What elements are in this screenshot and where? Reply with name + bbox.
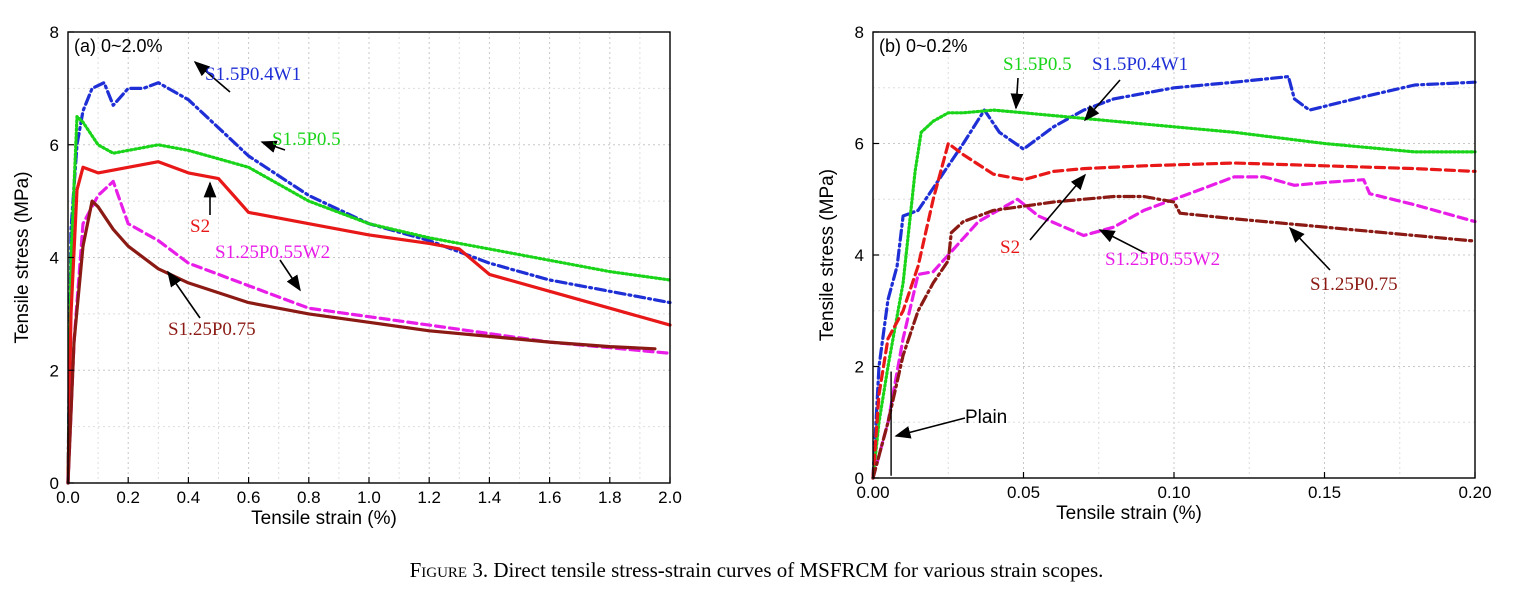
y-axis-title: Tensile stress (MPa)	[817, 169, 838, 341]
series-line-s1-25p0-55w2	[871, 175, 1477, 480]
annotation-s2: S2	[190, 181, 217, 237]
caption-text: Direct tensile stress-strain curves of M…	[493, 558, 1104, 582]
series-line-s1-5p0-4w1	[66, 81, 672, 485]
annotation-arrow	[894, 417, 966, 439]
annotation-label: S1.25P0.55W2	[1105, 249, 1220, 270]
chart-panel-b: 0.00 0.05 0.10 0.15 0.20 0 2 4 6 8 Tensile strain …	[817, 23, 1492, 524]
series-line-s1-25p0-75	[66, 199, 657, 485]
annotation-s1-5p0-4w1: S1.5P0.4W1	[1083, 54, 1188, 122]
annotation-s1-5p0-5: S1.5P0.5	[260, 129, 341, 153]
annotation-arrow	[1288, 226, 1331, 271]
x-tick-label: 0.15	[1308, 483, 1341, 502]
annotation-arrow	[167, 270, 201, 319]
annotation-s1-25p0-55w2: S1.25P0.55W2	[215, 242, 330, 292]
x-tick-label: 1.8	[598, 488, 622, 507]
series-line-s2	[871, 141, 1477, 480]
series-line-s2	[66, 160, 672, 485]
x-tick-label: 0.20	[1458, 483, 1491, 502]
annotation-s1-5p0-4w1: S1.5P0.4W1	[193, 60, 301, 93]
annotation-arrow	[279, 259, 301, 292]
annotation-arrow	[193, 60, 231, 93]
series-line-s1-5p0-4w1	[871, 75, 1477, 480]
x-axis-title: Tensile strain (%)	[1056, 503, 1202, 524]
x-tick-label: 0.6	[237, 488, 261, 507]
x-tick-label: 1.0	[357, 488, 381, 507]
annotation-arrow	[1083, 79, 1121, 122]
annotation-label: S1.5P0.5	[1003, 54, 1072, 75]
x-tick-label: 0.8	[297, 488, 321, 507]
annotation-arrow	[1010, 77, 1024, 110]
series-line-s1-5p0-5	[871, 108, 1477, 480]
annotation-label: S1.25P0.55W2	[215, 242, 330, 263]
annotation-label: S1.5P0.4W1	[205, 64, 301, 85]
annotation-s1-5p0-5: S1.5P0.5	[1003, 54, 1072, 110]
annotation-label: S1.25P0.75	[168, 319, 256, 340]
y-tick-label: 0	[50, 474, 59, 493]
x-tick-label: 0.4	[177, 488, 201, 507]
y-tick-label: 2	[50, 361, 59, 380]
series-line-s1-25p0-75	[871, 194, 1477, 480]
x-tick-label: 1.2	[417, 488, 441, 507]
figure-caption: Figure 3. Direct tensile stress-strain c…	[0, 558, 1513, 583]
x-tick-label: 1.4	[478, 488, 502, 507]
annotation-label: S2	[190, 216, 210, 237]
annotation-s1-25p0-75: S1.25P0.75	[167, 270, 256, 340]
annotation-s1-25p0-55w2: S1.25P0.55W2	[1098, 229, 1220, 270]
annotation-label: S1.5P0.4W1	[1092, 54, 1188, 75]
annotation-arrow	[1098, 229, 1146, 254]
panel-label: (a) 0~2.0%	[74, 36, 163, 56]
chart-panel-a: 0.0 0.2 0.4 0.6 0.8 1.0 1.2 1.4 1.6 1.8 2.0 0 2 4 6 8 Te…	[12, 23, 682, 529]
annotation-label: S1.25P0.75	[1310, 274, 1398, 295]
panel-label: (b) 0~0.2%	[879, 36, 968, 56]
y-tick-label: 0	[855, 469, 864, 488]
y-tick-label: 8	[855, 23, 864, 42]
x-tick-label: 0.05	[1007, 483, 1040, 502]
caption-figure-number: Figure 3.	[409, 558, 489, 582]
series-line-s1-5p0-5	[66, 115, 672, 485]
x-tick-label: 2.0	[658, 488, 682, 507]
x-tick-label: 0.00	[856, 483, 889, 502]
grid	[67, 31, 671, 484]
x-axis-title: Tensile strain (%)	[251, 508, 397, 529]
annotation-arrow	[260, 140, 286, 153]
y-tick-label: 4	[855, 246, 864, 265]
y-tick-label: 8	[50, 23, 59, 42]
y-axis-title: Tensile stress (MPa)	[12, 171, 33, 343]
annotation-label: S2	[1000, 237, 1020, 258]
annotation-label: Plain	[965, 407, 1007, 428]
y-tick-label: 2	[855, 358, 864, 377]
y-tick-label: 6	[855, 135, 864, 154]
x-tick-label: 0.2	[116, 488, 140, 507]
annotation-arrow	[1029, 173, 1087, 241]
x-tick-label: 1.6	[538, 488, 562, 507]
x-tick-label: 0.0	[56, 488, 80, 507]
annotation-plain: Plain	[894, 407, 1007, 439]
y-tick-label: 6	[50, 136, 59, 155]
x-tick-label: 0.10	[1157, 483, 1190, 502]
annotation-s2: S2	[1000, 173, 1087, 258]
y-tick-label: 4	[50, 249, 59, 268]
annotation-s1-25p0-75: S1.25P0.75	[1288, 226, 1398, 295]
annotation-label: S1.5P0.5	[272, 129, 341, 150]
